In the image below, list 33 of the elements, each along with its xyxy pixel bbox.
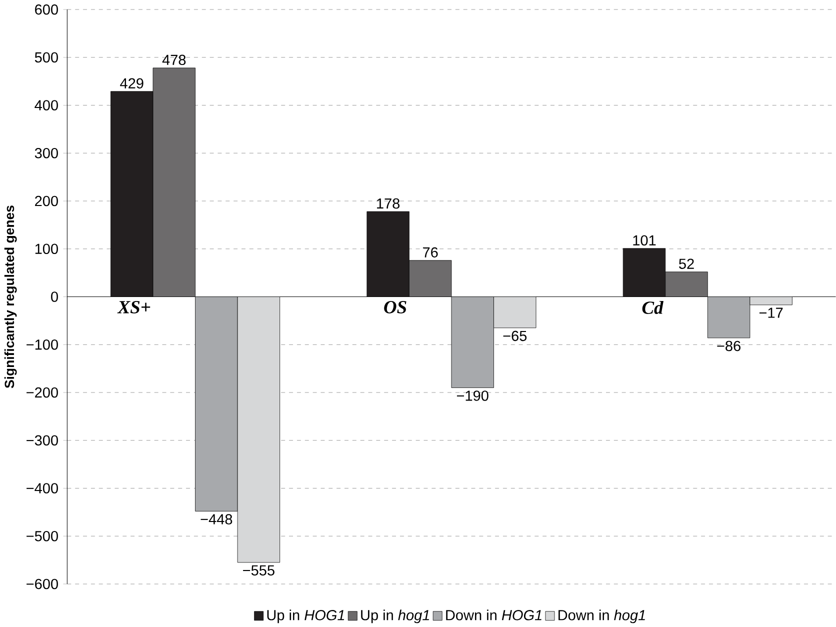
data-label: −17 [759, 308, 783, 318]
y-tick-label: −300 [26, 435, 58, 446]
data-label: 178 [377, 198, 400, 208]
data-label: −65 [503, 330, 527, 341]
data-label: −86 [717, 340, 740, 351]
y-tick-label: −500 [26, 530, 58, 542]
y-tick-label: 500 [34, 52, 58, 62]
data-label: 52 [679, 258, 694, 269]
data-label: 478 [162, 54, 186, 65]
y-tick-label: 100 [35, 244, 58, 254]
data-label: 101 [633, 235, 656, 246]
y-tick-label: 400 [34, 100, 58, 110]
data-label: −190 [456, 390, 488, 401]
y-tick-label: 200 [35, 196, 58, 206]
data-label: −555 [243, 565, 274, 576]
data-label: 76 [422, 247, 438, 258]
legend-label: Up in hog1 [361, 609, 430, 623]
y-axis-title: Significantly regulated genes [4, 205, 17, 388]
legend-label: Up in HOG1 [267, 609, 344, 623]
y-tick-label: 600 [35, 4, 58, 14]
data-label: 429 [120, 78, 144, 88]
y-tick-label: −100 [26, 339, 58, 350]
y-tick-label: −200 [26, 387, 58, 398]
x-tick-label: OS [384, 300, 406, 314]
y-tick-label: 0 [51, 291, 58, 302]
y-tick-label: −400 [26, 482, 58, 494]
legend-label: Down in hog1 [558, 609, 645, 623]
y-tick-label: 300 [34, 148, 58, 158]
x-tick-label: XS+ [117, 300, 150, 314]
legend-label: Down in HOG1 [446, 609, 542, 620]
x-tick-label: Cd [642, 300, 664, 314]
y-tick-label: −600 [26, 578, 58, 589]
data-label: −448 [200, 514, 232, 524]
